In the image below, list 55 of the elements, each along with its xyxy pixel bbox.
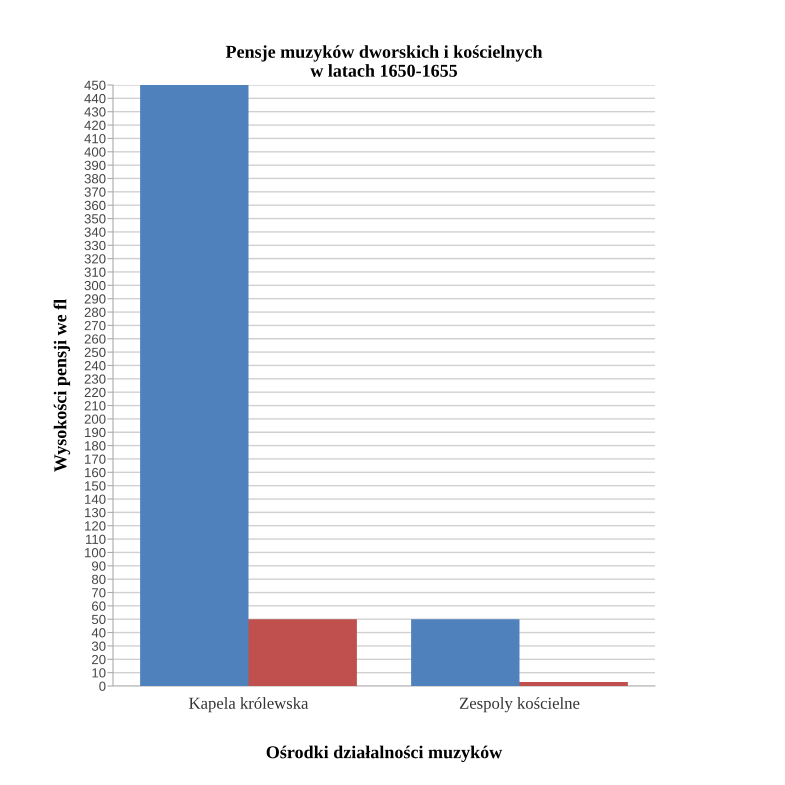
x-tick-label: Zespoly kościelne (460, 697, 580, 712)
bar (520, 682, 628, 686)
y-tick-label: 170 (85, 454, 106, 464)
y-tick-label: 40 (92, 628, 106, 638)
chart-title: Pensje muzyków dworskich i kościelnych w latach 1650-1655 (226, 45, 542, 77)
y-tick-label: 320 (84, 254, 106, 264)
y-tick-label: 250 (84, 348, 106, 358)
y-tick-label: 380 (84, 174, 106, 184)
y-tick-label: 310 (84, 268, 106, 277)
y-tick-label: 390 (84, 160, 106, 170)
y-tick-label: 100 (85, 548, 106, 558)
bar (411, 619, 520, 686)
y-tick-label: 350 (84, 214, 106, 224)
y-tick-label: 340 (84, 227, 106, 237)
y-tick-label: 300 (84, 280, 106, 290)
y-tick-label: 430 (84, 107, 106, 117)
y-tick-label: 200 (84, 414, 106, 424)
y-tick-label: 210 (84, 401, 106, 410)
y-tick-label: 120 (85, 521, 106, 531)
y-tick-label: 330 (84, 240, 106, 250)
y-tick-label: 150 (85, 481, 106, 491)
y-axis-title: Wysokości pensji we fl (54, 299, 70, 472)
y-tick-label: 370 (84, 187, 106, 197)
y-tick-label: 220 (84, 388, 106, 398)
y-tick-label: 80 (92, 574, 106, 584)
y-tick-label: 90 (92, 561, 106, 571)
y-tick-label: 160 (85, 468, 106, 478)
y-tick-label: 260 (84, 334, 106, 344)
y-tick-label: 60 (92, 601, 106, 611)
y-tick-label: 110 (86, 534, 106, 544)
y-tick-label: 20 (92, 654, 106, 664)
y-tick-label: 0 (99, 682, 106, 691)
bar (140, 85, 248, 686)
y-tick-label: 50 (92, 614, 106, 624)
y-tick-label: 230 (84, 374, 106, 384)
y-tick-label: 10 (92, 668, 106, 678)
y-tick-label: 450 (84, 80, 106, 90)
y-tick-label: 420 (84, 120, 106, 130)
y-tick-label: 180 (85, 441, 106, 451)
y-tick-label: 30 (92, 642, 106, 651)
x-tick-label: Kapela królewska (189, 697, 308, 712)
bar (248, 619, 357, 686)
y-tick-label: 130 (85, 508, 106, 518)
y-tick-label: 280 (84, 308, 106, 317)
y-tick-label: 290 (84, 294, 106, 304)
y-tick-label: 240 (84, 361, 106, 370)
y-tick-label: 140 (85, 494, 106, 504)
y-tick-label: 410 (84, 134, 106, 144)
x-axis-title: Ośrodki działalności muzyków (266, 746, 502, 762)
y-tick-label: 400 (84, 147, 106, 157)
y-tick-label: 440 (84, 94, 106, 104)
y-tick-label: 190 (85, 428, 106, 438)
y-tick-label: 360 (84, 200, 106, 210)
y-tick-label: 70 (92, 588, 106, 598)
y-tick-label: 270 (84, 320, 106, 330)
